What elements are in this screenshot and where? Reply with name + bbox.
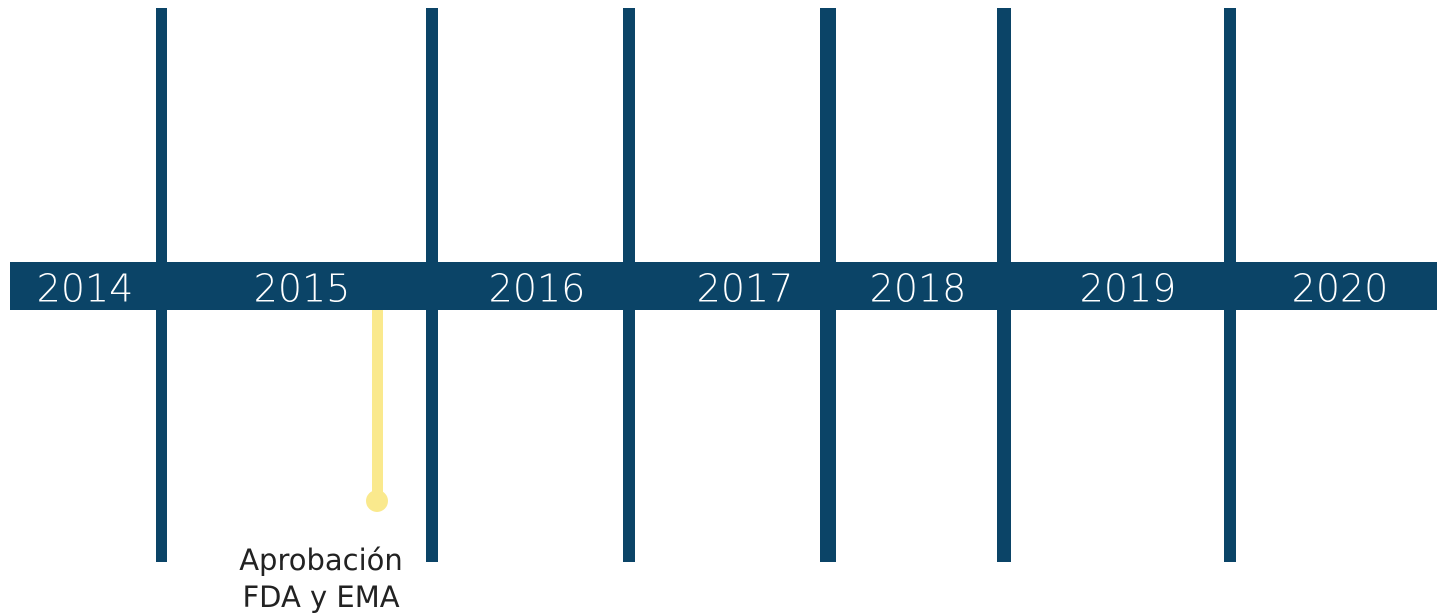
year-label: 2016 xyxy=(489,267,586,311)
year-label: 2017 xyxy=(697,267,794,311)
year-label: 2015 xyxy=(254,267,351,311)
year-labels: 2014 2015 2016 2017 2018 2019 2020 xyxy=(37,267,1389,311)
timeline-band xyxy=(10,262,1437,310)
event-label: FDA y EMA xyxy=(242,580,399,614)
year-label: 2018 xyxy=(870,267,967,311)
event-label: Aprobación xyxy=(239,543,403,577)
year-label: 2020 xyxy=(1292,267,1389,311)
event-stem xyxy=(372,310,383,500)
year-label: 2019 xyxy=(1080,267,1177,311)
year-label: 2014 xyxy=(37,267,134,311)
event-dot xyxy=(366,490,388,512)
